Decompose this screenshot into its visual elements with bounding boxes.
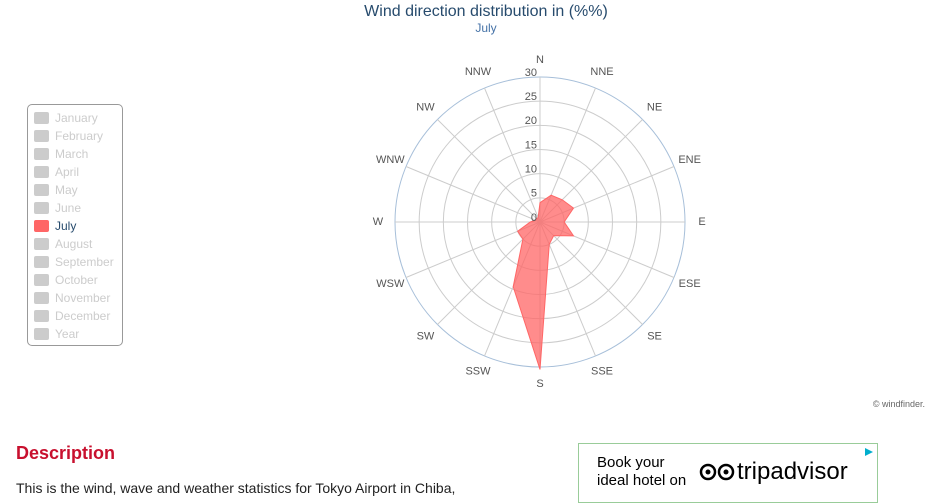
description-text: This is the wind, wave and weather stati… [16,480,456,496]
y-tick-label: 25 [525,91,537,103]
legend-label: January [55,111,98,125]
ad-text: Book your [597,454,665,471]
legend-label: August [55,237,93,251]
direction-label: NNE [590,66,613,78]
legend-label: Year [55,327,80,341]
chart-title: Wind direction distribution in (%%) [364,3,608,20]
legend-label: June [55,201,82,215]
legend-swatch [34,130,49,142]
legend-label: July [55,219,77,233]
spoke [539,221,643,325]
chart: Wind direction distribution in (%%) July… [364,3,706,390]
spoke [437,119,541,223]
legend-label: April [55,165,80,179]
legend-label: November [55,291,111,305]
area [512,194,575,370]
direction-label: S [536,378,543,390]
spoke [405,166,541,223]
direction-label: E [698,216,705,228]
ad-choices[interactable] [863,446,875,458]
legend-label: December [55,309,111,323]
ad-text: ideal hotel on [597,472,687,489]
direction-label: W [373,216,384,228]
legend-swatch [34,202,49,214]
ad-brand: tripadvisor [737,458,848,485]
y-tick-label: 10 [525,164,537,176]
legend-label: March [55,147,89,161]
legend-label: February [55,129,104,143]
direction-label: NE [647,101,662,113]
direction-label: WSW [376,278,405,290]
legend-label: May [55,183,78,197]
legend-swatch [34,328,49,340]
direction-label: ESE [679,278,701,290]
direction-label: SE [647,330,662,342]
legend-swatch [34,292,49,304]
y-tick-label: 30 [525,67,537,79]
chart-subtitle: July [475,21,496,35]
legend-swatch [34,184,49,196]
direction-label: NW [416,101,435,113]
direction-label: ENE [678,154,701,166]
legend-label: October [55,273,98,287]
y-tick-label: 15 [525,139,537,151]
legend-swatch [34,256,49,268]
spoke [484,87,541,223]
legend-swatch [34,220,49,232]
legend: January February March April May June July Augu… [27,104,123,346]
legend-label: September [55,255,114,269]
legend-swatch [34,166,49,178]
direction-label: WNW [376,154,405,166]
y-tick-label: 5 [531,188,537,200]
description-heading: Description [16,443,116,463]
ad-logo [699,463,735,481]
direction-label: SW [417,330,435,342]
direction-label: SSE [591,366,613,378]
y-tick-label: 20 [525,115,537,127]
direction-label: SSW [465,366,491,378]
direction-label: NNW [465,66,492,78]
legend-swatch [34,238,49,250]
credit: © windfinder. [872,399,925,409]
direction-label: N [536,54,544,66]
legend-swatch [34,148,49,160]
legend-swatch [34,274,49,286]
legend-swatch [34,112,49,124]
y-tick-label: 0 [531,212,537,224]
ad[interactable]: Book your ideal hotel on tripadvisor [578,443,878,503]
legend-swatch [34,310,49,322]
